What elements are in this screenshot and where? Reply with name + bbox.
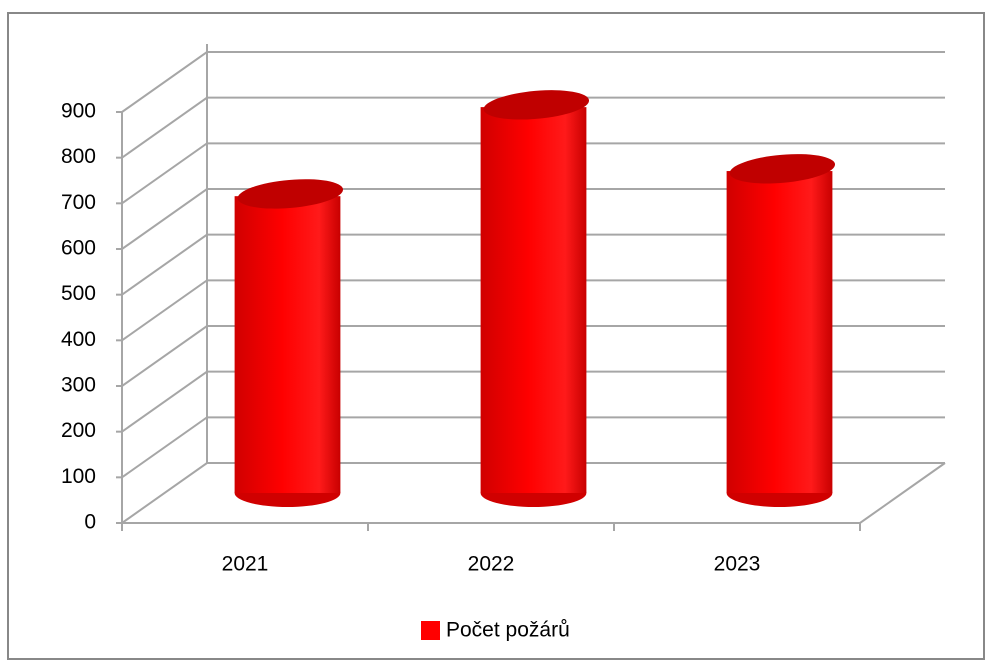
grid-line [121,325,945,387]
y-tick-label: 200 [61,419,96,442]
x-tick-label: 2021 [222,553,269,576]
y-tick-label: 700 [61,191,96,214]
grid-line [121,96,945,159]
cylinder-top [483,90,590,120]
cylinder-body [726,171,833,494]
y-tick-label: 100 [61,465,96,488]
cylinder-top [237,179,344,209]
grid-line [121,279,945,342]
cylinder-body [234,196,341,493]
legend-swatch [421,621,440,640]
y-tick-label: 900 [61,100,96,123]
y-tick-label: 0 [84,511,96,534]
legend-label: Počet požárů [446,619,570,642]
x-tick-label: 2022 [468,553,515,576]
cylinder-body [480,107,587,493]
x-tick-label: 2023 [714,553,761,576]
grid-line [121,370,945,433]
cylinder-top [729,154,836,184]
grid-line [121,51,945,113]
grid-line [121,142,945,205]
y-tick-label: 500 [61,282,96,305]
grid-line [121,462,945,524]
y-tick-label: 800 [61,145,96,168]
y-tick-label: 400 [61,328,96,351]
y-tick-label: 600 [61,237,96,260]
grid-line [121,416,945,479]
grid-line [121,188,945,250]
grid-line [121,233,945,296]
y-tick-label: 300 [61,374,96,397]
